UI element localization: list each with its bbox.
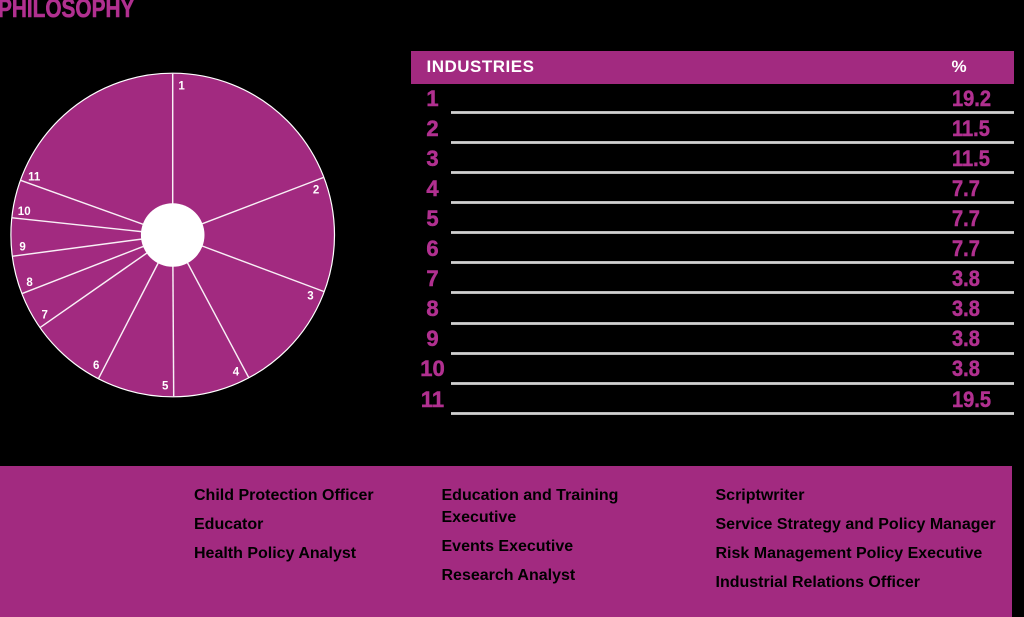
svg-text:4: 4 <box>233 367 240 379</box>
svg-text:3: 3 <box>307 291 313 303</box>
svg-text:11: 11 <box>28 171 41 183</box>
svg-text:7: 7 <box>41 309 47 321</box>
svg-text:1: 1 <box>178 80 185 92</box>
svg-text:9: 9 <box>19 242 25 254</box>
svg-text:2: 2 <box>313 185 319 197</box>
svg-text:8: 8 <box>26 277 33 289</box>
svg-text:5: 5 <box>162 381 169 393</box>
svg-text:6: 6 <box>93 360 99 372</box>
svg-text:10: 10 <box>18 206 31 218</box>
